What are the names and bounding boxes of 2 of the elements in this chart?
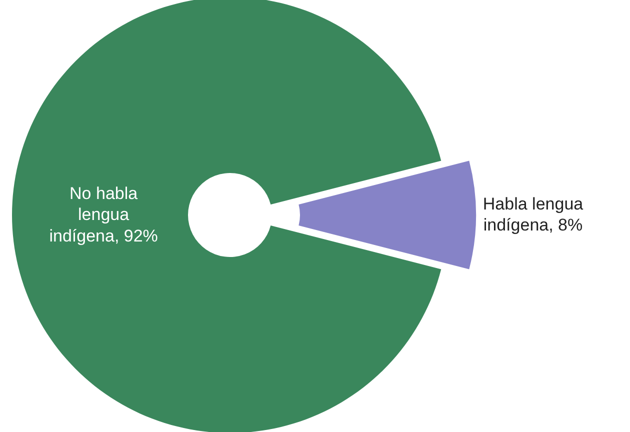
slice-label: No habla lengua indígena, 92% (49, 184, 158, 246)
slice-label: Habla lengua indígena, 8% (482, 194, 584, 235)
